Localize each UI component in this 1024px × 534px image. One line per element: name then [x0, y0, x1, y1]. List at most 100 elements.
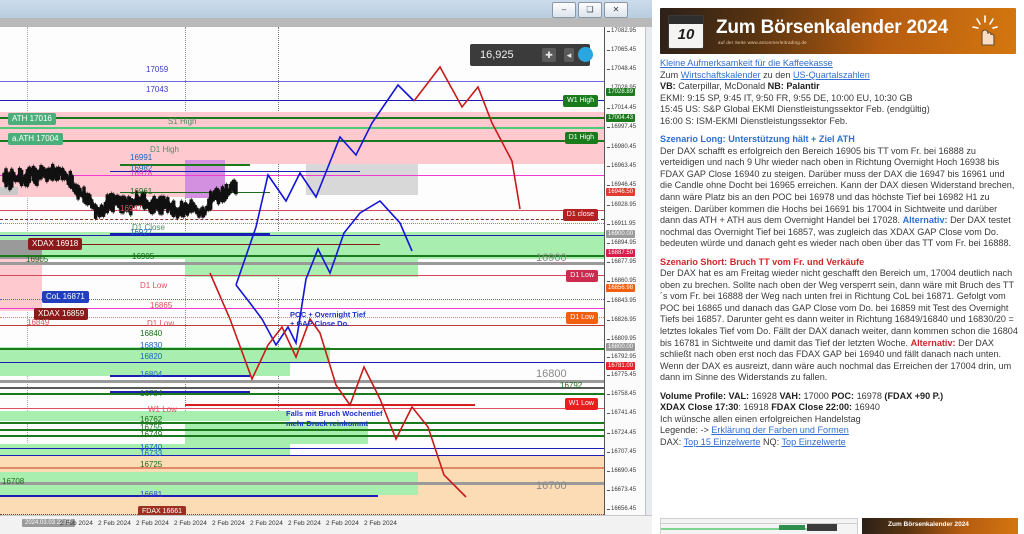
szenario-long-alt-label: Alternativ:	[902, 215, 948, 226]
price-label: S1 High	[168, 117, 197, 126]
y-tick: 16928.95	[606, 202, 637, 208]
chart-plot-area[interactable]: 17059 17043 ATH 17016 S1 High a.ATH 1700…	[0, 27, 604, 515]
link-kaffeekasse[interactable]: Kleine Aufmerksamkeit für die Kaffeekass…	[660, 58, 833, 68]
price-label: 17043	[146, 85, 169, 94]
y-tick: 16690.45	[606, 468, 637, 474]
price-label: 16681	[140, 490, 163, 499]
quote-value: 16,925	[480, 49, 514, 61]
y-tick: 16894.95	[606, 240, 637, 246]
level-line	[0, 387, 604, 389]
level-line	[0, 380, 604, 383]
szenario-long-text2: Der DAX testet nochmal das Overnight Tie…	[660, 215, 1012, 249]
link-nq-top[interactable]: Top Einzelwerte	[781, 436, 846, 447]
price-label: 16991	[130, 153, 153, 162]
y-tick: 17048.45	[606, 66, 637, 72]
zone-band-green	[0, 411, 290, 421]
chart-thumbnail[interactable]	[660, 518, 858, 534]
link-legende[interactable]: Erklärung der Farben und Formen	[711, 425, 849, 436]
price-label: 16978	[130, 169, 153, 178]
x-tick: 2 Feb 2024	[98, 520, 131, 527]
minimize-button[interactable]: –	[552, 2, 576, 18]
y-tick: 16911.95	[607, 221, 636, 227]
link-wirtschaftskalender[interactable]: Wirtschaftskalender	[680, 69, 761, 80]
price-label: 16725	[140, 460, 163, 469]
y-tick: 16877.95	[606, 259, 637, 265]
level-line	[0, 235, 604, 236]
price-label: 16905	[132, 252, 155, 261]
window-titlebar: – ❑ ✕	[0, 0, 652, 19]
poc-label: POC:	[831, 390, 855, 401]
y-tick: 16775.45	[606, 372, 637, 378]
price-label: 16849	[27, 318, 50, 327]
szenario-short-text1: Der DAX hat es am Freitag wieder nicht g…	[660, 268, 1018, 348]
y-tag-17004: 17004.43	[606, 114, 636, 122]
xdax-close-label: XDAX Close 17:30	[660, 402, 739, 413]
price-label: 16820	[140, 352, 163, 361]
price-axis[interactable]: 17082.95 17065.45 17048.45 17028.95 1702…	[604, 27, 652, 515]
level-line	[0, 422, 604, 424]
zone-highlight-grey	[306, 164, 418, 195]
quote-box[interactable]: 16,925 ✚ ◂	[470, 44, 593, 66]
boersenkalender-thumbnail[interactable]: Zum Börsenkalender 2024	[862, 518, 1018, 534]
y-tick: 16673.45	[606, 487, 637, 493]
zone-band-grey	[0, 187, 18, 195]
price-label: 16784	[140, 389, 163, 398]
link-dax-top15[interactable]: Top 15 Einzelwerte	[683, 436, 761, 447]
price-label: 17059	[146, 65, 169, 74]
level-line	[0, 127, 604, 129]
tag-d1-high: D1 High	[564, 132, 598, 144]
x-tick: 2 Feb 2024	[288, 520, 321, 527]
level-line	[0, 100, 604, 101]
time-axis[interactable]: 2024.03.03 22:05 2 Feb 2024 2 Feb 2024 2…	[0, 515, 652, 534]
thumbnail-row: Zum Börsenkalender 2024	[660, 518, 1018, 534]
szenario-long-heading: Szenario Long: Unterstützung hält + Ziel…	[660, 134, 855, 145]
y-tag-16781: 16781.00	[606, 362, 636, 370]
annotation-druck: mehr Druck reinkommt	[286, 419, 369, 428]
link-us-quartalszahlen[interactable]: US-Quartalszahlen	[792, 69, 870, 80]
level-line	[0, 448, 604, 449]
article-panel: 10 Zum Börsenkalender 2024 auf der Seite…	[652, 0, 1024, 534]
calendar-day-number: 10	[677, 26, 695, 43]
level-line	[0, 81, 604, 82]
szenario-short-alt-label: Alternativ:	[910, 337, 956, 348]
fdax-close-label: FDAX Close 22:00:	[771, 402, 853, 413]
price-label: D1 Close	[132, 223, 165, 232]
y-tick: 16724.45	[606, 430, 637, 436]
level-line	[0, 467, 604, 469]
level-line	[110, 171, 360, 172]
vertical-scrollbar[interactable]	[645, 27, 652, 515]
price-label: 16927	[130, 228, 153, 237]
tag-w1-low: W1 Low	[564, 398, 598, 410]
article-body: Kleine Aufmerksamkeit für die Kaffeekass…	[660, 58, 1018, 449]
level-line	[0, 117, 604, 119]
quote-plus-button[interactable]: ✚	[542, 48, 556, 62]
zum-prefix: Zum	[660, 69, 681, 80]
level-line	[120, 192, 270, 193]
close-button[interactable]: ✕	[604, 2, 628, 18]
zone-band-green	[185, 422, 368, 444]
y-tick: 16741.45	[606, 410, 637, 416]
wish-line: Ich wünsche allen einen erfolgreichen Ha…	[660, 413, 861, 424]
level-line	[185, 404, 475, 406]
maximize-button[interactable]: ❑	[578, 2, 602, 18]
y-tick: 16860.95	[606, 278, 637, 284]
fdax-note: (FDAX +90 P.)	[884, 390, 944, 401]
annotation-poc: POC + Overnight Tief	[290, 310, 366, 319]
level-line	[0, 362, 604, 363]
boersenkalender-banner[interactable]: 10 Zum Börsenkalender 2024 auf der Seite…	[660, 8, 1016, 54]
y-tick: 16707.45	[606, 449, 637, 455]
level-line	[0, 482, 604, 485]
level-line	[110, 375, 250, 377]
y-tag-16800: 16800.00	[606, 343, 636, 351]
forecast-path-down	[413, 65, 521, 210]
price-label-aath: a.ATH 17004	[8, 133, 63, 145]
x-tick: 2 Feb 2024	[212, 520, 245, 527]
y-tick: 16963.45	[606, 163, 637, 169]
price-label: 16762	[140, 415, 163, 424]
vp-value: 16928	[749, 390, 780, 401]
price-label: 16733	[140, 449, 163, 458]
price-label: 16708	[2, 477, 25, 486]
xdax-close-value: : 16918	[738, 402, 772, 413]
y-tick: 16758.45	[606, 391, 637, 397]
quote-speaker-icon[interactable]: ◂	[564, 48, 574, 62]
